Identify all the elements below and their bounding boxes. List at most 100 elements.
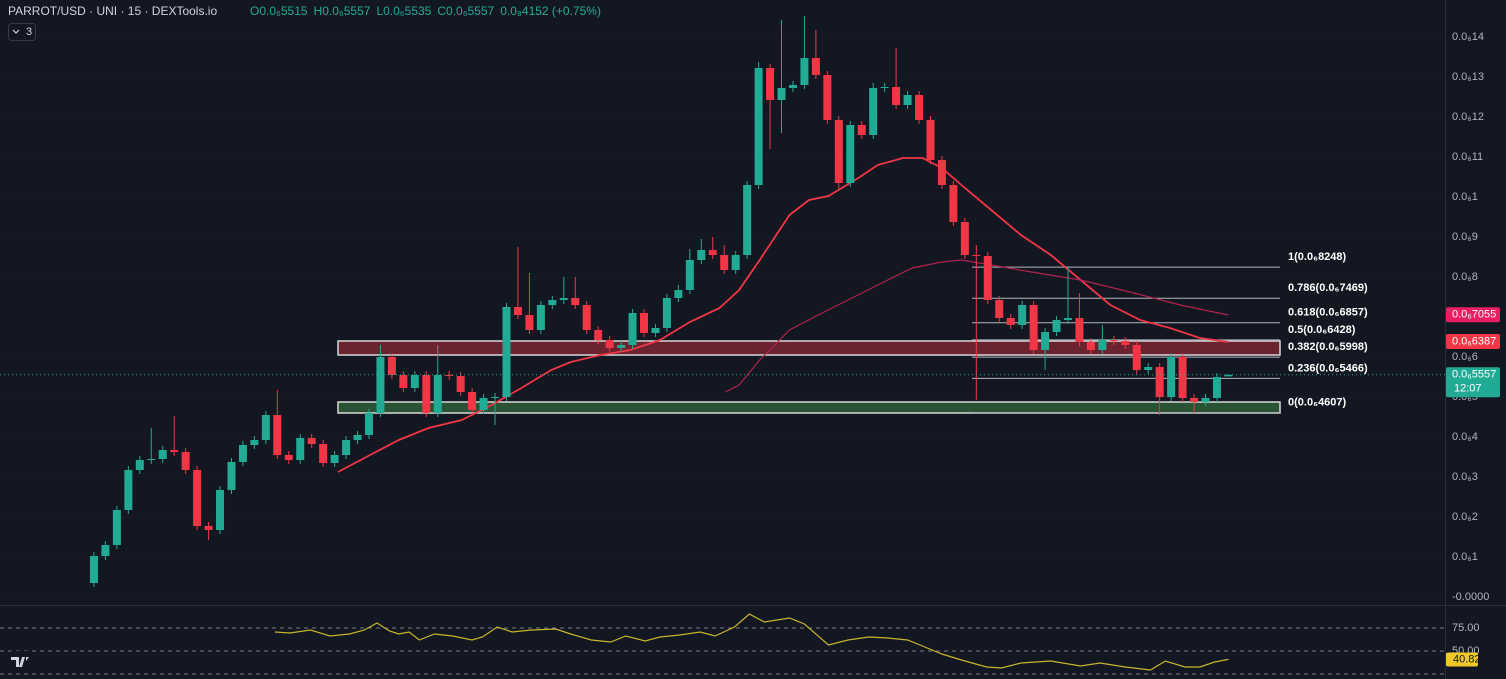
candle-body — [915, 95, 924, 120]
price-tag-label: 0.0₆7055 — [1452, 309, 1496, 321]
candle-body — [1201, 398, 1210, 402]
y-tick-label: 0.0₆8 — [1452, 271, 1478, 283]
candle-body — [399, 375, 408, 388]
price-tag-label: 0.0₆5557 — [1452, 369, 1496, 381]
toggle-chevron[interactable] — [12, 29, 20, 34]
candle-body — [766, 68, 775, 100]
candle-body — [1132, 345, 1141, 370]
candle-body — [1167, 357, 1176, 397]
candle-body — [548, 300, 557, 305]
y-tick-label: 0.0₆1 — [1452, 551, 1478, 563]
y-tick-label: 0.0₆4 — [1452, 431, 1478, 443]
y-tick-label: -0.0000 — [1452, 591, 1489, 603]
candle-body — [834, 120, 843, 183]
ohlc-legend: O0.0₆5515 — [250, 4, 308, 18]
candle-body — [662, 298, 671, 328]
candle-body — [777, 88, 786, 100]
candle-body — [1121, 341, 1130, 345]
candle-body — [1224, 374, 1233, 377]
candle-body — [330, 455, 339, 463]
candle-body — [983, 256, 992, 300]
candle-body — [135, 460, 144, 470]
candle-body — [857, 125, 866, 135]
candle-body — [193, 470, 202, 526]
plot: -0.00000.0₆10.0₆20.0₆30.0₆40.0₆50.0₆60.0… — [0, 16, 1489, 675]
candle-body — [995, 300, 1004, 318]
candle-body — [811, 58, 820, 75]
y-tick-label: 0.0₆1 — [1452, 191, 1478, 203]
candle-body — [170, 450, 179, 452]
candle-body — [468, 392, 477, 410]
candle-body — [628, 313, 637, 345]
candle-body — [720, 255, 729, 270]
fib-label: 0.786(0.0₆7469) — [1288, 282, 1368, 294]
candle-body — [353, 435, 362, 440]
logo-mark — [11, 657, 29, 667]
candle-body — [296, 438, 305, 460]
fib-label: 0(0.0₆4607) — [1288, 397, 1347, 409]
rsi-line — [274, 613, 1229, 671]
candle-body — [1075, 318, 1084, 342]
candle-body — [1098, 340, 1107, 350]
fib-label: 0.618(0.0₆6857) — [1288, 307, 1368, 319]
candle-body — [1212, 377, 1221, 398]
candle-body — [559, 298, 568, 300]
candle-body — [960, 222, 969, 255]
y-tick-label: 0.0₆12 — [1452, 111, 1484, 123]
candle-body — [937, 160, 946, 185]
candle-body — [536, 305, 545, 330]
y-tick-label: 0.0₆6 — [1452, 351, 1478, 363]
candle-body — [101, 545, 110, 556]
candle-body — [880, 87, 889, 88]
candle-body — [594, 330, 603, 340]
candle-body — [1155, 367, 1164, 397]
candle-body — [216, 490, 225, 530]
candle-body — [582, 305, 591, 330]
candle-body — [846, 125, 855, 183]
candle-body — [147, 459, 156, 460]
fib-label: 0.382(0.0₆5998) — [1288, 341, 1368, 353]
candle-body — [697, 250, 706, 260]
candle-body — [1006, 318, 1015, 325]
ohlc-legend: H0.0₆5557 — [314, 4, 371, 18]
candle-body — [1052, 320, 1061, 332]
y-tick-label: 0.0₆14 — [1452, 31, 1484, 43]
candle-body — [651, 328, 660, 333]
indicator-toggle[interactable]: 3 — [8, 23, 36, 41]
moving-average — [725, 259, 1229, 393]
candle-body — [89, 556, 98, 583]
candle-body — [800, 58, 809, 85]
candle-body — [926, 120, 935, 160]
candle-body — [1029, 305, 1038, 350]
y-tick-label: 0.0₆13 — [1452, 71, 1484, 83]
candle-body — [376, 357, 385, 413]
price-tag-time: 12:07 — [1454, 383, 1482, 395]
y-tick-label: 0.0₆9 — [1452, 231, 1478, 243]
ohlc-legend: L0.0₆5535 — [376, 4, 431, 18]
logo — [8, 651, 34, 673]
candle-body — [1178, 357, 1187, 398]
indicator-count[interactable]: 3 — [26, 26, 32, 38]
candle-body — [1190, 398, 1199, 402]
candle-body — [112, 510, 121, 545]
candle-body — [456, 376, 465, 392]
fib-label: 0.5(0.0₆6428) — [1288, 324, 1356, 336]
candle-body — [1018, 305, 1027, 325]
candle-body — [502, 307, 511, 397]
price-tag — [1446, 307, 1500, 323]
zone — [337, 401, 1281, 414]
fib-label: 1(0.0₆8248) — [1288, 251, 1347, 263]
candle-body — [250, 440, 259, 445]
candle-body — [124, 470, 133, 510]
chart-title: PARROT/USD · UNI · 15 · DEXTools.io — [8, 4, 217, 18]
candle-body — [364, 413, 373, 435]
price-tag-label: 0.0₆6387 — [1452, 335, 1496, 347]
candle-body — [1144, 367, 1153, 370]
toggle-box[interactable] — [8, 23, 36, 41]
candle-body — [571, 298, 580, 305]
candle-body — [227, 462, 236, 490]
candle-body — [181, 452, 190, 470]
